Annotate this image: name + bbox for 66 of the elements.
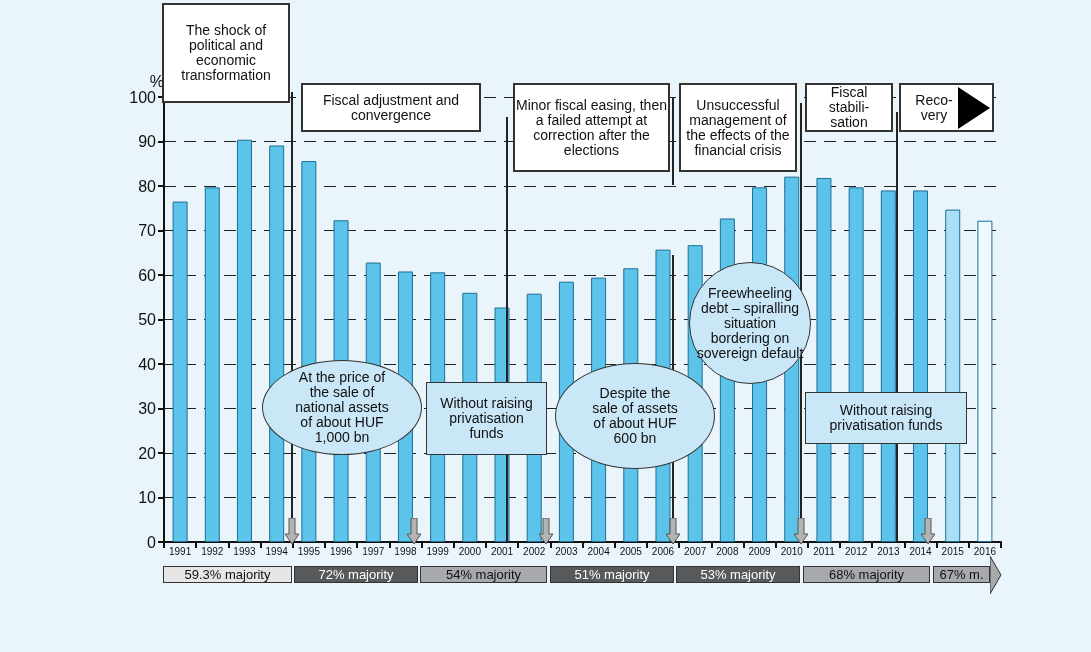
annotation: Despite the sale of assets of about HUF 600 bn <box>591 385 679 446</box>
x-tick-label: 1998 <box>394 545 417 557</box>
text-box: 54% majority <box>420 566 547 583</box>
annotation: Unsuccessful management of the effects of the financial crisis <box>685 96 791 158</box>
y-tick-label: 0 <box>147 533 157 551</box>
x-tick-label: 1993 <box>233 545 257 557</box>
text-box: The shock of political and economic transformation <box>162 3 290 103</box>
x-tick-label: 2016 <box>973 545 997 557</box>
x-tick-label: 1999 <box>426 545 450 557</box>
y-tick-label: 100 <box>129 88 157 106</box>
bar <box>977 220 993 542</box>
annotation: Without raising privatisation funds <box>828 402 944 433</box>
bar <box>204 187 220 542</box>
annotation: At the price of the sale of national assets of about HUF 1,000 bn <box>294 369 390 445</box>
text-box: Fiscal stabili- sation <box>805 83 893 132</box>
x-tick-label: 2005 <box>619 545 643 557</box>
x-tick-label: 1996 <box>329 545 353 557</box>
annotation: Without raising privatisation funds <box>439 395 534 441</box>
y-tick-label: 70 <box>138 222 157 239</box>
x-tick-label: 1997 <box>362 545 385 557</box>
x-tick-label: 2009 <box>748 545 772 557</box>
annotation: Reco- very <box>914 91 954 123</box>
y-tick-label: 20 <box>138 444 157 462</box>
x-tick-label: 1991 <box>168 545 192 557</box>
x-tick-label: 2008 <box>716 545 739 557</box>
bar <box>236 139 252 542</box>
x-tick-label: 2011 <box>813 545 836 557</box>
x-tick-label: 2000 <box>458 545 482 557</box>
x-tick-label: 1994 <box>265 545 289 557</box>
x-tick-label: 2015 <box>941 545 965 557</box>
x-tick-label: 1995 <box>297 545 321 557</box>
bar <box>172 201 188 542</box>
oval-callout: At the price of the sale of national assets of about HUF 1,000 bn <box>262 360 422 455</box>
annotation: Fiscal stabili- sation <box>827 84 871 130</box>
text-box: Fiscal adjustment and convergence <box>301 83 481 132</box>
text-box: 53% majority <box>676 566 800 583</box>
y-tick-label: 80 <box>138 177 157 195</box>
x-tick-label: 2007 <box>684 545 707 557</box>
text-box: 51% majority <box>550 566 674 583</box>
text-box: Unsuccessful management of the effects of the financial crisis <box>679 83 797 172</box>
text-box: 72% majority <box>294 566 418 583</box>
annotation: Fiscal adjustment and convergence <box>321 91 461 123</box>
y-tick-label: 10 <box>138 489 157 506</box>
y-tick-label: 90 <box>138 133 157 150</box>
oval-callout: Despite the sale of assets of about HUF 600 bn <box>555 363 715 469</box>
text-box: 68% majority <box>803 566 930 583</box>
annotation: Minor fiscal easing, then a failed attempt at correction after the elections <box>515 96 668 158</box>
x-tick-label: 2014 <box>909 545 933 557</box>
y-tick-label: 30 <box>138 400 157 417</box>
x-tick-label: 1992 <box>201 545 224 557</box>
text-box: 59.3% majority <box>163 566 292 583</box>
y-tick-label: 50 <box>138 311 157 328</box>
text-box: Without raising privatisation funds <box>805 392 967 444</box>
text-box: Without raising privatisation funds <box>426 382 547 455</box>
x-tick-label: 2002 <box>523 545 546 557</box>
x-tick-label: 2001 <box>490 545 514 557</box>
x-tick-label: 2013 <box>877 545 900 557</box>
x-tick-label: 2012 <box>845 545 868 557</box>
text-box: Minor fiscal easing, then a failed attempt at correction after the elections <box>513 83 670 172</box>
x-tick-label: 2006 <box>651 545 675 557</box>
x-tick-label: 2010 <box>780 545 804 557</box>
x-tick-label: 2004 <box>587 545 611 557</box>
y-tick-label: 40 <box>138 355 157 373</box>
annotation: Freewheeling debt – spiralling situation bordering on sovereign default <box>695 284 805 361</box>
x-tick-label: 2003 <box>555 545 578 557</box>
y-tick-label: 60 <box>138 266 157 284</box>
